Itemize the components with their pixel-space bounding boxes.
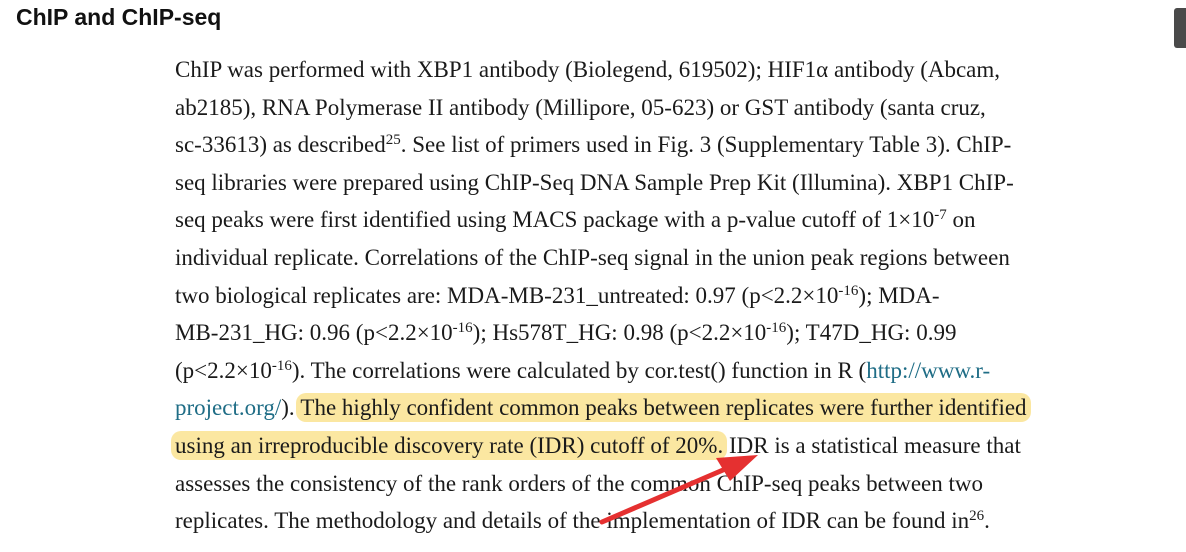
- text-run: ).: [281, 395, 301, 421]
- text-run: two biological replicates are: MDA-MB-23…: [175, 282, 839, 308]
- exponent-superscript: -16: [271, 357, 292, 374]
- paragraph-line: MB-231_HG: 0.96 (p<2.2×10-16); Hs578T_HG…: [175, 314, 1175, 352]
- paragraph-line: individual replicate. Correlations of th…: [175, 239, 1175, 277]
- text-run: ab2185), RNA Polymerase II antibody (Mil…: [175, 94, 986, 120]
- text-run: IDR is a statistical measure that: [723, 432, 1021, 458]
- paragraph-line: sc-33613) as described25. See list of pr…: [175, 126, 1175, 164]
- r-project-link-continued[interactable]: project.org/: [175, 395, 282, 421]
- paragraph-line: (p<2.2×10-16). The correlations were cal…: [175, 352, 1175, 390]
- text-run: ). The correlations were calculated by c…: [291, 357, 867, 383]
- paragraph-line: replicates. The methodology and details …: [175, 502, 1175, 540]
- paragraph-line: seq peaks were first identified using MA…: [175, 201, 1175, 239]
- text-run: .: [984, 508, 990, 534]
- citation-superscript[interactable]: 25: [385, 132, 401, 149]
- exponent-superscript: -16: [452, 320, 473, 337]
- text-run: on: [946, 207, 976, 233]
- exponent-superscript: -16: [838, 282, 859, 299]
- exponent-superscript: -16: [766, 320, 787, 337]
- highlighted-text: using an irreproducible discovery rate (…: [171, 430, 728, 460]
- paragraph-line: ab2185), RNA Polymerase II antibody (Mil…: [175, 89, 1175, 127]
- highlighted-text: The highly confident common peaks betwee…: [296, 393, 1031, 423]
- text-run: ); Hs578T_HG: 0.98 (p<2.2×10: [472, 320, 767, 346]
- text-run: (p<2.2×10: [175, 357, 272, 383]
- paragraph-line: ChIP was performed with XBP1 antibody (B…: [175, 51, 1175, 89]
- text-run: seq libraries were prepared using ChIP-S…: [175, 169, 1014, 195]
- text-run: ChIP was performed with XBP1 antibody (B…: [175, 57, 1001, 82]
- section-heading: ChIP and ChIP-seq: [16, 4, 222, 30]
- citation-superscript[interactable]: 26: [969, 508, 985, 525]
- text-run: ); T47D_HG: 0.99: [786, 320, 957, 346]
- text-run: replicates. The methodology and details …: [175, 508, 970, 534]
- paragraph-line: two biological replicates are: MDA-MB-23…: [175, 277, 1175, 315]
- text-run: ); MDA-: [858, 282, 940, 308]
- paragraph-line: seq libraries were prepared using ChIP-S…: [175, 164, 1175, 202]
- r-project-link[interactable]: http://www.r-: [866, 357, 991, 383]
- methods-paragraph: ChIP was performed with XBP1 antibody (B…: [171, 51, 1175, 540]
- paragraph-line: using an irreproducible discovery rate (…: [171, 427, 1175, 465]
- text-run: assesses the consistency of the rank ord…: [175, 470, 983, 496]
- paragraph-line: project.org/). The highly confident comm…: [175, 389, 1175, 427]
- text-run: sc-33613) as described: [175, 132, 386, 158]
- text-run: . See list of primers used in Fig. 3 (Su…: [400, 132, 1012, 158]
- paragraph-line: assesses the consistency of the rank ord…: [175, 465, 1175, 503]
- scrollbar-tab[interactable]: [1174, 8, 1186, 48]
- text-run: seq peaks were first identified using MA…: [175, 207, 935, 233]
- text-run: MB-231_HG: 0.96 (p<2.2×10: [175, 320, 453, 346]
- text-run: individual replicate. Correlations of th…: [175, 244, 1010, 270]
- exponent-superscript: -7: [934, 207, 947, 224]
